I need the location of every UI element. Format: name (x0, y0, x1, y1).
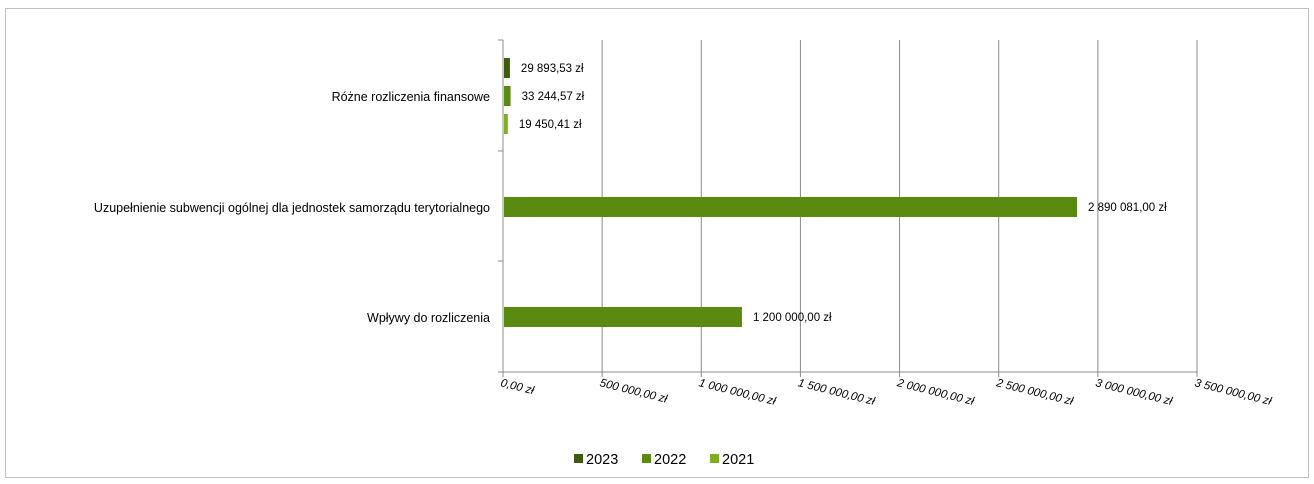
bar (504, 58, 510, 78)
x-tick-label: 500 000,00 zł (598, 377, 668, 405)
bar (504, 114, 508, 134)
x-tick-label: 1 000 000,00 zł (698, 377, 778, 408)
x-tick-label: 2 500 000,00 zł (994, 377, 1075, 408)
legend-entry: 2023 (586, 452, 618, 468)
bar (504, 86, 511, 106)
x-tick-label: 0,00 zł (499, 377, 535, 397)
category-label: Różne rozliczenia finansowe (332, 90, 490, 104)
bar (504, 197, 1078, 217)
legend-entry: 2021 (722, 452, 754, 468)
category-label: Wpływy do rozliczenia (367, 311, 490, 325)
chart-frame (5, 8, 1309, 478)
legend-swatch (710, 454, 719, 463)
data-label: 33 244,57 zł (522, 91, 585, 103)
data-label: 29 893,53 zł (521, 63, 584, 75)
data-label: 19 450,41 zł (519, 119, 582, 131)
legend-swatch (574, 454, 583, 463)
x-tick-label: 3 500 000,00 zł (1193, 377, 1273, 408)
x-tick-label: 2 000 000,00 zł (895, 377, 976, 408)
x-tick-label: 3 000 000,00 zł (1094, 377, 1174, 408)
data-label: 1 200 000,00 zł (753, 312, 832, 324)
x-tick-label: 1 500 000,00 zł (797, 377, 877, 408)
legend-swatch (642, 454, 651, 463)
legend-entry: 2022 (654, 452, 686, 468)
category-label: Uzupełnienie subwencji ogólnej dla jedno… (94, 201, 490, 215)
bar (504, 307, 742, 327)
data-label: 2 890 081,00 zł (1088, 202, 1167, 214)
